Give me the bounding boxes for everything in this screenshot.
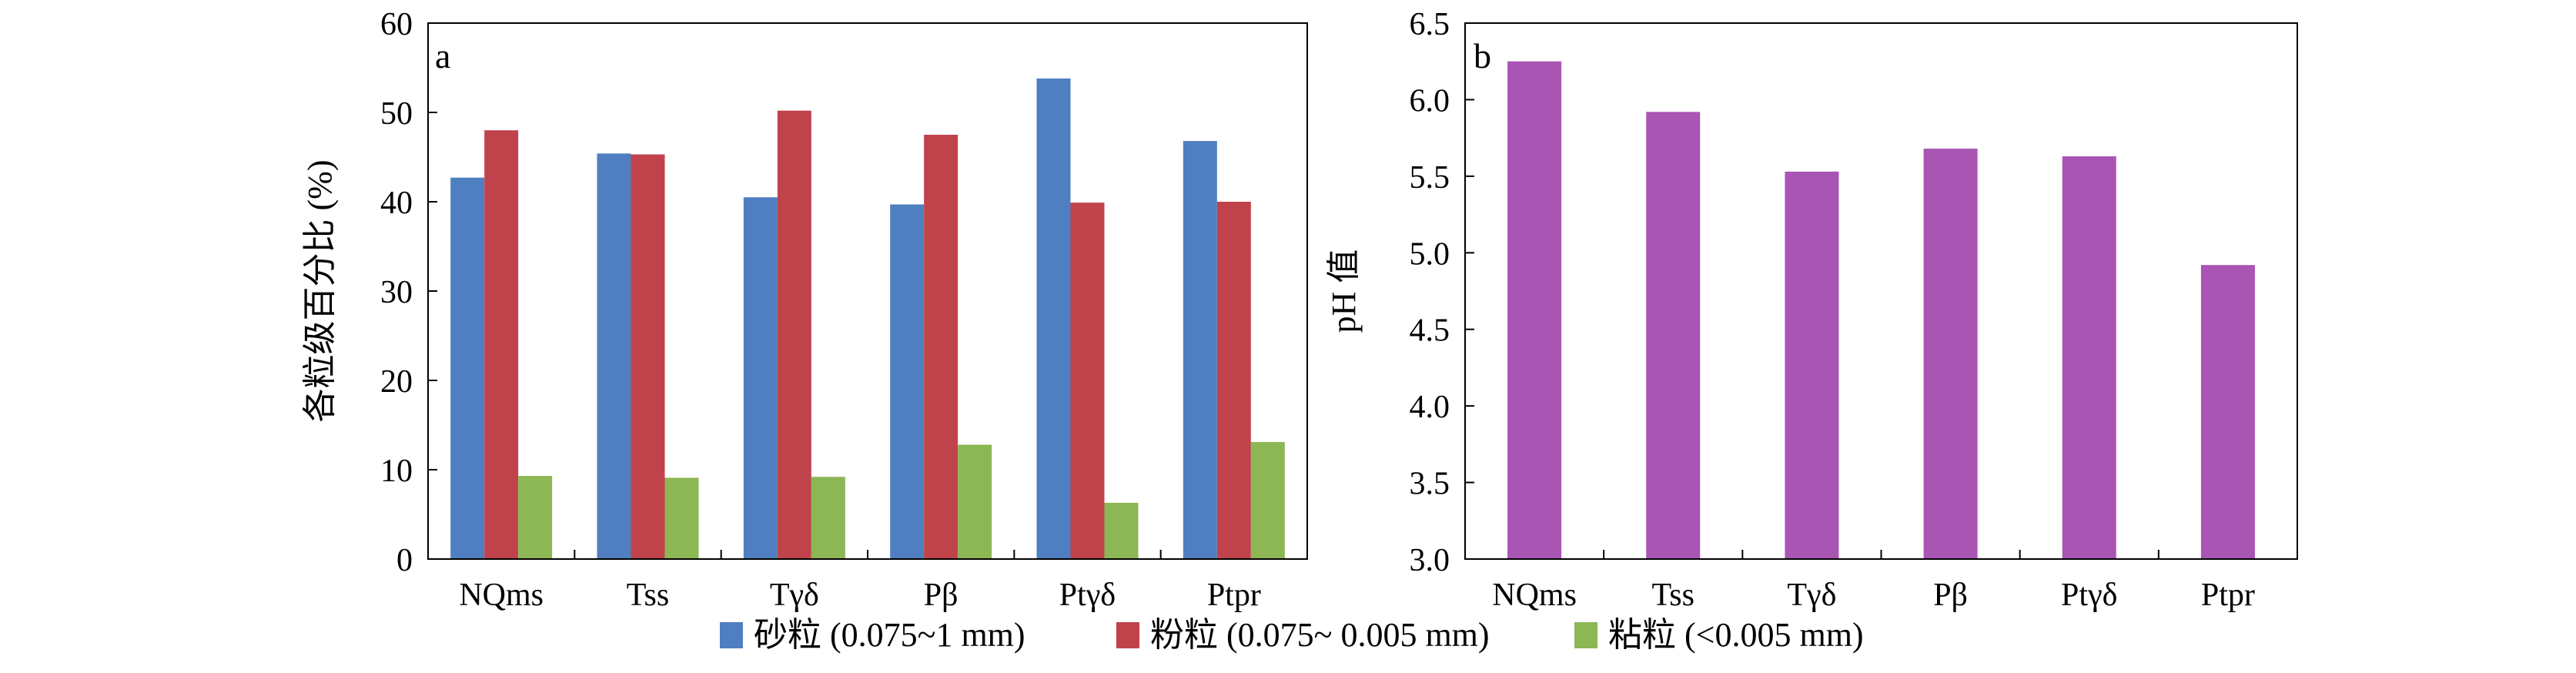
y-tick-label-a: 60 [380, 7, 413, 42]
bar-a-series0-3 [890, 204, 925, 559]
bar-b-series0-0 [1507, 61, 1562, 559]
bar-a-series2-5 [1250, 442, 1285, 559]
panel-label-a: a [435, 36, 450, 75]
y-tick-label-b: 3.0 [1410, 543, 1450, 578]
y-tick-label-a: 0 [396, 543, 413, 578]
y-tick-label-b: 4.0 [1410, 390, 1450, 425]
bar-a-series2-1 [664, 477, 699, 559]
x-tick-label-b: NQms [1492, 578, 1577, 613]
legend-swatch-1 [1116, 622, 1139, 648]
plot-frame-a [427, 22, 1308, 560]
y-tick-label-b: 5.0 [1410, 236, 1450, 272]
bar-a-series0-0 [450, 177, 485, 559]
bar-a-series2-3 [958, 444, 992, 559]
y-tick-label-a: 30 [380, 275, 413, 310]
y-tick-label-a: 20 [380, 364, 413, 400]
y-axis-title-b: pH 值 [1325, 249, 1363, 333]
x-tick-label-b: Ptpr [2201, 578, 2255, 613]
x-tick-label-b: Tss [1652, 578, 1694, 613]
bar-a-series1-5 [1216, 202, 1251, 559]
x-tick-label-b: Ptγδ [2061, 578, 2117, 613]
y-tick-label-b: 5.5 [1410, 160, 1450, 196]
bar-a-series1-3 [924, 135, 958, 559]
bar-a-series1-2 [777, 110, 811, 559]
bar-b-series0-2 [1785, 171, 1839, 560]
legend-label-1: 粉粒 (0.075~ 0.005 mm) [1150, 616, 1490, 654]
bar-a-series0-5 [1183, 141, 1217, 559]
y-tick-label-b: 3.5 [1410, 467, 1450, 502]
x-tick-label-a: Tγδ [770, 578, 819, 613]
bar-a-series0-4 [1036, 78, 1071, 560]
panel-label-b: b [1474, 36, 1491, 75]
bar-b-series0-4 [2062, 156, 2116, 559]
y-tick-label-b: 6.5 [1410, 7, 1450, 42]
plot-frame-b [1464, 22, 2298, 560]
y-tick-label-a: 50 [380, 96, 413, 132]
legend-swatch-0 [720, 622, 743, 648]
x-tick-label-a: NQms [459, 578, 544, 613]
bar-a-series1-1 [631, 154, 665, 559]
bar-a-series2-2 [811, 477, 845, 559]
bar-a-series0-1 [597, 153, 631, 560]
legend-swatch-2 [1574, 622, 1597, 648]
bar-a-series2-4 [1104, 502, 1139, 559]
x-tick-label-a: Ptpr [1207, 578, 1261, 613]
x-tick-label-b: Tγδ [1787, 578, 1836, 613]
bar-a-series2-0 [518, 476, 553, 559]
bar-b-series0-3 [1923, 149, 1978, 559]
x-tick-label-a: Tss [627, 578, 669, 613]
y-axis-title-a: 各粒级百分比 (%) [301, 160, 339, 423]
x-tick-label-a: Ptγδ [1059, 578, 1116, 613]
legend-label-0: 砂粒 (0.075~1 mm) [754, 616, 1025, 654]
y-tick-label-a: 40 [380, 186, 413, 221]
x-tick-label-b: Pβ [1933, 578, 1968, 613]
legend-label-2: 粘粒 (<0.005 mm) [1608, 616, 1864, 654]
y-tick-label-a: 10 [380, 454, 413, 489]
bar-a-series1-4 [1070, 203, 1105, 559]
bar-a-series0-2 [743, 197, 778, 559]
bar-b-series0-5 [2200, 265, 2255, 559]
y-tick-label-b: 4.5 [1410, 313, 1450, 349]
y-tick-label-b: 6.0 [1410, 83, 1450, 119]
bar-b-series0-1 [1646, 112, 1701, 559]
x-tick-label-a: Pβ [924, 578, 958, 613]
bar-a-series1-0 [484, 130, 519, 559]
